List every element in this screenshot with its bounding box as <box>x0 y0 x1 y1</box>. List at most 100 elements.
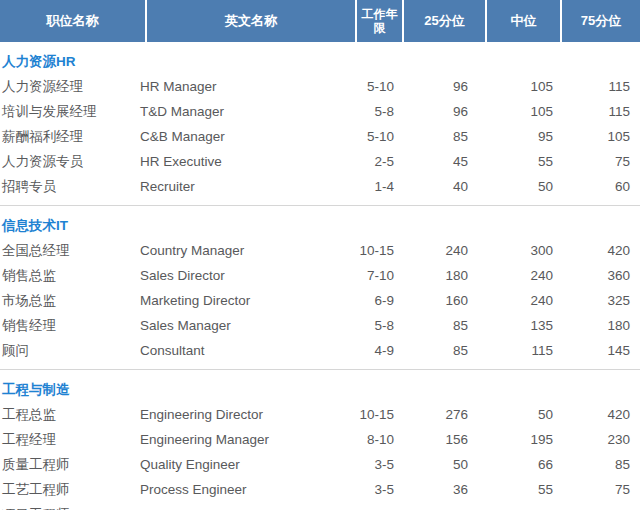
cell-median: 105 <box>468 79 553 94</box>
cell-years: 10-15 <box>352 407 394 422</box>
cell-median: 300 <box>468 243 553 258</box>
header-percentile-75: 75分位 <box>560 0 640 42</box>
table-row: 人力资源经理 HR Manager 5-10 96 105 115 <box>0 74 640 99</box>
cell-years: 5-10 <box>352 129 394 144</box>
cell-p75: 60 <box>553 179 630 194</box>
cell-p25: 36 <box>394 482 468 497</box>
cell-position-cn: 薪酬福利经理 <box>0 128 140 146</box>
cell-p75: 420 <box>553 407 630 422</box>
cell-position-en: Marketing Director <box>140 293 352 308</box>
cell-position-en: HR Executive <box>140 154 352 169</box>
cell-years: 7-10 <box>352 268 394 283</box>
cell-years: 2-5 <box>352 154 394 169</box>
cell-years: 1-4 <box>352 179 394 194</box>
cell-p75: 325 <box>553 293 630 308</box>
section-it: 信息技术IT 全国总经理 Country Manager 10-15 240 3… <box>0 209 640 370</box>
cell-p25: 156 <box>394 432 468 447</box>
header-median: 中位 <box>485 0 560 42</box>
cell-position-en: Country Manager <box>140 243 352 258</box>
cell-p75: 115 <box>553 104 630 119</box>
cell-position-en: Recruiter <box>140 179 352 194</box>
cell-p75: 145 <box>553 343 630 358</box>
cell-position-cn: 全国总经理 <box>0 242 140 260</box>
section-title: 信息技术IT <box>0 212 640 238</box>
cell-median: 50 <box>468 179 553 194</box>
cell-p75: 180 <box>553 318 630 333</box>
cell-position-cn: 工艺工程师 <box>0 481 140 499</box>
cell-position-cn: 顾问 <box>0 342 140 360</box>
table-row: 质量工程师 Quality Engineer 3-5 50 66 85 <box>0 452 640 477</box>
cell-years: 3-5 <box>352 482 394 497</box>
cell-years: 10-15 <box>352 243 394 258</box>
cell-median: 240 <box>468 293 553 308</box>
table-row: 招聘专员 Recruiter 1-4 40 50 60 <box>0 174 640 199</box>
cell-position-en: Quality Engineer <box>140 457 352 472</box>
cell-p25: 276 <box>394 407 468 422</box>
cell-position-en: Process Engineer <box>140 482 352 497</box>
cell-years: 6-9 <box>352 293 394 308</box>
cell-years: 5-8 <box>352 318 394 333</box>
cell-position-cn: 培训与发展经理 <box>0 103 140 121</box>
cell-position-en: T&D Manager <box>140 104 352 119</box>
salary-table: 职位名称 英文名称 工作年限 25分位 中位 75分位 人力资源HR 人力资源经… <box>0 0 640 510</box>
cell-years: 8-10 <box>352 432 394 447</box>
cell-years: 5-10 <box>352 79 394 94</box>
cell-position-cn: 质量工程师 <box>0 456 140 474</box>
cell-p75: 115 <box>553 79 630 94</box>
cell-position-cn: 人力资源专员 <box>0 153 140 171</box>
cell-position-cn: 销售经理 <box>0 317 140 335</box>
table-row: 培训与发展经理 T&D Manager 5-8 96 105 115 <box>0 99 640 124</box>
cell-p75: 360 <box>553 268 630 283</box>
table-row: 工艺工程师 Process Engineer 3-5 36 55 75 <box>0 477 640 502</box>
cell-position-cn: 市场总监 <box>0 292 140 310</box>
cell-median: 50 <box>468 407 553 422</box>
table-row: 销售总监 Sales Director 7-10 180 240 360 <box>0 263 640 288</box>
table-row: 工程经理 Engineering Manager 8-10 156 195 23… <box>0 427 640 452</box>
cell-position-en: Engineering Manager <box>140 432 352 447</box>
header-position-en: 英文名称 <box>145 0 355 42</box>
table-row: 全国总经理 Country Manager 10-15 240 300 420 <box>0 238 640 263</box>
cell-position-en: HR Manager <box>140 79 352 94</box>
cell-median: 105 <box>468 104 553 119</box>
table-row: 市场总监 Marketing Director 6-9 160 240 325 <box>0 288 640 313</box>
header-work-years: 工作年限 <box>355 0 402 42</box>
cell-p75: 85 <box>553 457 630 472</box>
table-row: 人力资源专员 HR Executive 2-5 45 55 75 <box>0 149 640 174</box>
cell-position-en: C&B Manager <box>140 129 352 144</box>
cell-p75: 75 <box>553 154 630 169</box>
cell-position-cn: 人力资源经理 <box>0 78 140 96</box>
cell-p25: 85 <box>394 129 468 144</box>
table-row: 工程总监 Engineering Director 10-15 276 50 4… <box>0 402 640 427</box>
cell-position-cn: 销售总监 <box>0 267 140 285</box>
cell-p75: 75 <box>553 482 630 497</box>
table-row: 项目工程师 Project Engineer 3-5 36 55 75 <box>0 502 640 510</box>
cell-position-cn: 工程总监 <box>0 406 140 424</box>
cell-position-en: Engineering Director <box>140 407 352 422</box>
section-engineering: 工程与制造 工程总监 Engineering Director 10-15 27… <box>0 373 640 510</box>
cell-position-en: Sales Director <box>140 268 352 283</box>
section-title: 人力资源HR <box>0 48 640 74</box>
cell-position-cn: 工程经理 <box>0 431 140 449</box>
cell-p25: 96 <box>394 79 468 94</box>
cell-p25: 50 <box>394 457 468 472</box>
table-header-row: 职位名称 英文名称 工作年限 25分位 中位 75分位 <box>0 0 640 42</box>
cell-p25: 240 <box>394 243 468 258</box>
cell-p25: 40 <box>394 179 468 194</box>
cell-median: 115 <box>468 343 553 358</box>
section-hr: 人力资源HR 人力资源经理 HR Manager 5-10 96 105 115… <box>0 45 640 206</box>
cell-median: 66 <box>468 457 553 472</box>
cell-p25: 160 <box>394 293 468 308</box>
header-position-cn: 职位名称 <box>0 0 145 42</box>
cell-median: 195 <box>468 432 553 447</box>
cell-median: 55 <box>468 154 553 169</box>
cell-p75: 105 <box>553 129 630 144</box>
cell-median: 95 <box>468 129 553 144</box>
cell-position-cn: 项目工程师 <box>0 506 140 510</box>
table-row: 顾问 Consultant 4-9 85 115 145 <box>0 338 640 363</box>
cell-p75: 230 <box>553 432 630 447</box>
cell-position-en: Sales Manager <box>140 318 352 333</box>
cell-p25: 180 <box>394 268 468 283</box>
cell-median: 55 <box>468 482 553 497</box>
cell-p75: 420 <box>553 243 630 258</box>
cell-years: 4-9 <box>352 343 394 358</box>
